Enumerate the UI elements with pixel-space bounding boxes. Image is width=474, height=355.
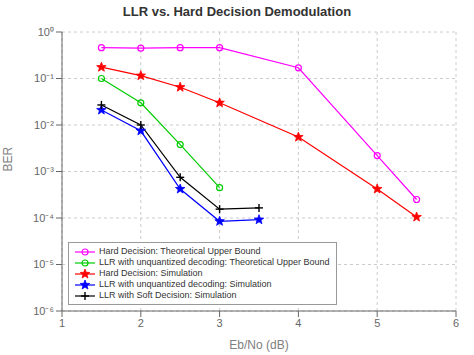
svg-text:6: 6 bbox=[453, 317, 459, 329]
svg-text:10⁻³: 10⁻³ bbox=[34, 165, 54, 177]
html-text:LLR with unquantized decoding:: LLR with unquantized decoding: Simulatio… bbox=[99, 279, 272, 289]
svg-text:1: 1 bbox=[59, 317, 65, 329]
svg-text:10⁻⁴: 10⁻⁴ bbox=[33, 212, 54, 224]
svg-text:4: 4 bbox=[295, 317, 301, 329]
html-text:LLR vs. Hard Decision Demodula: LLR vs. Hard Decision Demodulation bbox=[122, 4, 352, 19]
svg-text:10⁻⁵: 10⁻⁵ bbox=[33, 258, 54, 270]
svg-text:Eb/No (dB): Eb/No (dB) bbox=[229, 338, 288, 352]
svg-text:5: 5 bbox=[374, 317, 380, 329]
svg-text:2: 2 bbox=[138, 317, 144, 329]
svg-text:10⁻⁶: 10⁻⁶ bbox=[33, 305, 54, 317]
svg-text:BER: BER bbox=[8, 146, 15, 171]
svg-text:3: 3 bbox=[217, 317, 223, 329]
html-text:LLR with Soft Decision: Simula: LLR with Soft Decision: Simulation bbox=[99, 290, 237, 300]
html-text:LLR with unquantized decoding:: LLR with unquantized decoding: Theoretic… bbox=[99, 257, 330, 267]
svg-text:10⁻¹: 10⁻¹ bbox=[34, 72, 54, 84]
html-text:Hard Decision: Theoretical Upp: Hard Decision: Theoretical Upper Bound bbox=[99, 246, 261, 256]
svg-text:10⁰: 10⁰ bbox=[38, 26, 54, 38]
html-text:Hard Decision: Simulation: Hard Decision: Simulation bbox=[99, 268, 203, 278]
svg-text:10⁻²: 10⁻² bbox=[34, 119, 54, 131]
